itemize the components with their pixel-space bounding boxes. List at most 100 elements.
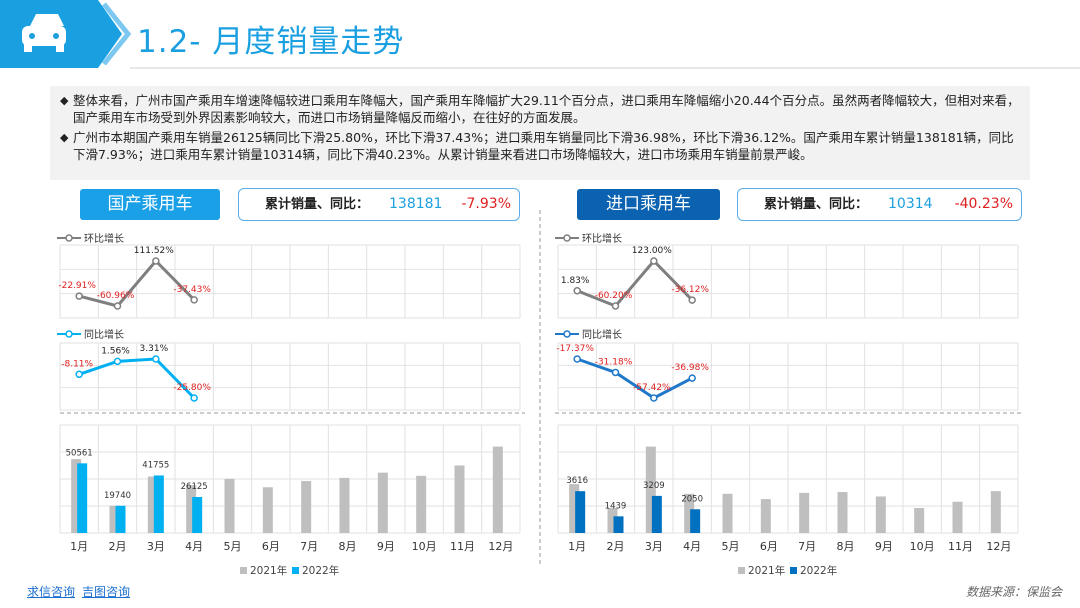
x-tick-label: 12月	[488, 540, 513, 553]
x-tick-label: 6月	[760, 540, 778, 553]
data-label: 19740	[104, 491, 131, 501]
bar	[952, 501, 963, 533]
data-label: -25.80%	[173, 383, 211, 393]
legend-label: 环比增长	[582, 232, 622, 245]
x-tick-label: 3月	[645, 540, 663, 553]
summary-bullet: 整体来看，广州市国产乘用车增速降幅较进口乘用车降幅大，国产乘用车降幅扩大29.1…	[60, 92, 1020, 126]
bar	[71, 459, 82, 533]
legend-label: 2021年	[250, 564, 287, 577]
point	[650, 257, 658, 265]
legend-swatch	[790, 567, 797, 574]
x-tick-label: 11月	[948, 540, 973, 553]
legend-marker	[563, 330, 571, 338]
bar	[613, 516, 624, 533]
point	[113, 302, 122, 310]
legend-label: 环比增长	[84, 232, 124, 245]
data-label: -60.20%	[595, 291, 633, 301]
series-line	[78, 258, 196, 308]
data-label: -31.18%	[595, 357, 633, 367]
point	[75, 370, 83, 379]
x-tick-label: 7月	[300, 540, 318, 553]
point	[190, 296, 198, 304]
point	[190, 394, 198, 402]
bar	[607, 508, 618, 533]
point	[152, 257, 160, 265]
bar	[914, 508, 925, 533]
footer-link[interactable]: 求信咨询	[27, 585, 76, 599]
panel-info: 累计销量、同比： 10314 -40.23%	[737, 188, 1022, 221]
info-total: 10314	[888, 196, 933, 212]
info-label: 累计销量、同比：	[265, 197, 370, 212]
x-tick-label: 1月	[70, 540, 88, 553]
data-label: 2050	[681, 494, 703, 504]
series-line	[576, 357, 693, 400]
bar	[569, 484, 580, 533]
point	[611, 368, 620, 377]
bar	[645, 446, 656, 533]
bar	[115, 505, 126, 533]
legend-marker	[65, 330, 73, 338]
point	[152, 355, 160, 363]
x-tick-label: 1月	[568, 540, 586, 553]
bar	[153, 475, 164, 533]
header-badge	[0, 0, 132, 68]
bar	[192, 497, 203, 533]
data-label: -57.42%	[633, 383, 671, 393]
data-label: 41755	[142, 460, 169, 470]
summary-box: 整体来看，广州市国产乘用车增速降幅较进口乘用车降幅大，国产乘用车降幅扩大29.1…	[50, 86, 1030, 180]
panel-tag: 进口乘用车	[577, 189, 720, 220]
info-label: 累计销量、同比：	[764, 197, 869, 212]
bar	[690, 509, 701, 533]
data-label: -8.11%	[61, 359, 93, 369]
footer-links: 求信咨询 吉图咨询	[27, 583, 137, 600]
legend-swatch	[292, 567, 299, 574]
summary-bullet: 广州市本期国产乘用车销量26125辆同比下滑25.80%，环比下滑37.43%；…	[60, 129, 1020, 163]
x-tick-label: 9月	[377, 540, 395, 553]
bar	[722, 493, 733, 533]
bar	[262, 487, 273, 533]
data-label: 3209	[643, 481, 665, 491]
bar	[492, 446, 503, 533]
data-label: 1439	[605, 501, 627, 511]
data-label: 26125	[181, 482, 208, 492]
legend-marker	[65, 234, 73, 242]
legend-label: 2022年	[800, 564, 837, 577]
data-label: -17.37%	[556, 344, 594, 354]
data-label: 1.83%	[561, 276, 590, 286]
bar	[837, 492, 848, 533]
bar	[224, 478, 235, 533]
bar	[875, 496, 886, 533]
legend-label: 2022年	[302, 564, 339, 577]
info-yoy: -40.23%	[954, 196, 1013, 212]
bar	[454, 465, 465, 533]
point	[688, 374, 696, 382]
x-tick-label: 5月	[722, 540, 740, 553]
source-note: 数据来源：保监会	[965, 585, 1062, 599]
point	[688, 296, 696, 304]
bar	[760, 499, 771, 533]
bar	[799, 492, 810, 533]
x-tick-label: 6月	[262, 540, 280, 553]
x-tick-label: 8月	[339, 540, 357, 553]
series-line	[576, 258, 694, 308]
panel-tag: 国产乘用车	[80, 189, 220, 220]
data-label: 1.56%	[101, 346, 130, 356]
data-label: -60.96%	[97, 291, 135, 301]
bar	[339, 477, 350, 533]
data-label: 3616	[566, 476, 588, 486]
x-tick-label: 8月	[837, 540, 855, 553]
legend-marker	[563, 234, 571, 242]
point	[113, 357, 122, 366]
x-tick-label: 11月	[450, 540, 475, 553]
bar	[147, 476, 158, 533]
x-tick-label: 5月	[224, 540, 242, 553]
page-title: 1.2- 月度销量走势	[137, 24, 405, 60]
bar	[109, 505, 120, 533]
x-tick-label: 2月	[109, 540, 127, 553]
bar	[301, 481, 312, 533]
bar	[575, 491, 586, 533]
footer-link[interactable]: 吉图咨询	[82, 585, 131, 599]
legend-swatch	[738, 567, 745, 574]
